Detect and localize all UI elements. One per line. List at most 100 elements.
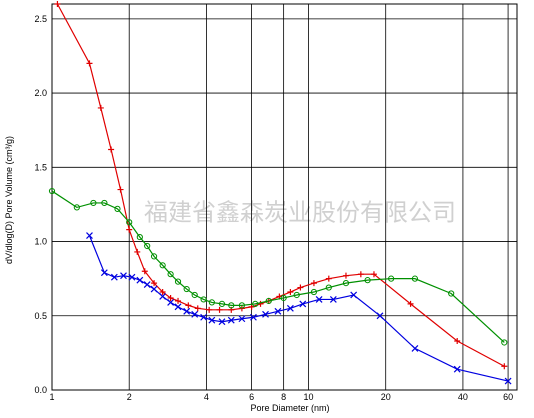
data-point [407, 300, 414, 307]
data-point [238, 302, 245, 309]
data-point [293, 291, 300, 299]
data-point [114, 205, 121, 212]
x-tick-label: 40 [458, 392, 468, 402]
data-point [280, 294, 287, 302]
data-point [174, 278, 182, 285]
data-point [287, 289, 294, 296]
data-point [388, 275, 395, 282]
x-tick-label: 6 [249, 392, 254, 402]
data-point [191, 291, 198, 299]
data-point [120, 272, 127, 280]
data-point [411, 345, 419, 352]
data-point [501, 339, 508, 346]
data-point [86, 60, 93, 67]
data-point [150, 285, 158, 293]
data-point [218, 300, 226, 307]
data-point [200, 296, 207, 303]
data-point [454, 338, 461, 345]
data-point [297, 284, 304, 291]
data-point [208, 299, 215, 306]
data-point [357, 271, 364, 278]
watermark: 福建省鑫森炭业股份有限公司 [144, 199, 456, 226]
data-point [216, 306, 223, 313]
data-point [126, 226, 133, 233]
data-point [504, 377, 512, 385]
data-point [159, 293, 167, 300]
data-point [191, 310, 199, 318]
data-point [411, 275, 419, 282]
y-tick-label: 1.0 [34, 237, 47, 247]
data-point [342, 280, 350, 287]
data-point [200, 313, 208, 321]
data-point [265, 297, 272, 305]
data-point [325, 284, 332, 291]
data-point [136, 233, 143, 241]
data-point [117, 186, 124, 193]
x-tick-label: 1 [49, 392, 54, 402]
data-point [364, 277, 371, 284]
x-axis-label: Pore Diameter (nm) [250, 403, 329, 413]
y-axis-label: dV/dlog(D) Pore Volume (cm³/g) [4, 136, 14, 264]
data-point [185, 302, 192, 309]
x-tick-label: 60 [503, 392, 513, 402]
data-point [310, 288, 318, 296]
data-point [206, 306, 213, 313]
series-line [88, 235, 509, 382]
data-point [227, 316, 235, 324]
data-point [453, 365, 461, 373]
data-point [274, 307, 282, 315]
data-point [167, 298, 175, 306]
data-point [350, 291, 358, 299]
x-tick-label: 8 [281, 392, 286, 402]
data-point [86, 232, 93, 240]
series-line [51, 190, 505, 343]
data-point [174, 303, 182, 311]
series-line [56, 3, 505, 367]
data-point [73, 204, 80, 211]
data-point [342, 272, 349, 279]
y-tick-label: 0.0 [34, 385, 47, 395]
data-point [310, 280, 317, 287]
data-point [448, 290, 455, 297]
data-point [159, 262, 166, 269]
data-point [97, 104, 104, 111]
data-point [150, 253, 158, 260]
data-point [101, 199, 108, 207]
data-point [136, 276, 144, 284]
data-point [228, 302, 235, 309]
data-point [128, 273, 136, 281]
data-point [315, 296, 323, 303]
data-point [370, 271, 377, 278]
data-point [143, 281, 151, 289]
data-point [108, 146, 115, 153]
data-point [134, 248, 141, 255]
x-tick-label: 20 [381, 392, 391, 402]
data-point [183, 307, 191, 315]
data-point [376, 312, 384, 320]
data-point [175, 297, 182, 304]
data-point [54, 1, 61, 7]
data-point [218, 318, 226, 326]
data-point [100, 269, 108, 277]
data-point [151, 280, 158, 287]
x-tick-label: 4 [204, 392, 209, 402]
data-point [257, 300, 264, 307]
data-point [329, 296, 337, 303]
data-point [167, 271, 174, 278]
data-point [252, 300, 259, 307]
y-tick-label: 0.5 [34, 311, 47, 321]
data-point [208, 316, 216, 324]
x-tick-label: 2 [127, 392, 132, 402]
data-point [194, 305, 201, 312]
y-tick-label: 1.5 [34, 162, 47, 172]
data-point [90, 199, 97, 207]
data-point [501, 363, 508, 370]
data-point [110, 273, 118, 281]
data-point [286, 304, 294, 312]
data-point [167, 294, 174, 301]
data-point [159, 289, 166, 296]
data-point [141, 268, 148, 275]
data-point [183, 285, 190, 293]
data-point [262, 310, 269, 318]
